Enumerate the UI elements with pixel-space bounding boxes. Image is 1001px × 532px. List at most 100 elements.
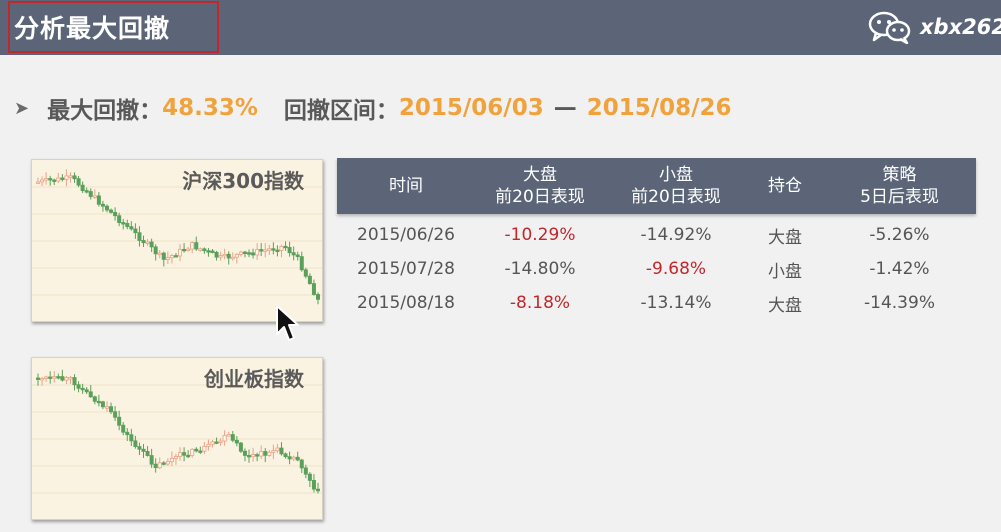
chinext-candle-body xyxy=(178,452,183,457)
hs300-candle-body xyxy=(117,215,122,223)
cell-small-cap: -14.92% xyxy=(640,225,712,245)
cell-position: 大盘 xyxy=(768,227,802,248)
cell-strategy: -5.26% xyxy=(869,225,930,245)
chinext-candle-body xyxy=(307,473,312,481)
hs300-candle-body xyxy=(80,184,85,192)
hs300-candle-body xyxy=(157,252,162,256)
chinext-candle-body xyxy=(76,384,81,389)
chinext-candle-body xyxy=(72,377,77,386)
chinext-candle-body xyxy=(226,434,231,437)
chinext-candle-body xyxy=(113,411,118,418)
hs300-candle-body xyxy=(263,249,268,252)
drawdown-range-label: 回撤区间： xyxy=(283,98,399,124)
chinext-candle-body xyxy=(157,462,162,469)
drawdown-range-start: 2015/06/03 xyxy=(398,95,544,121)
chinext-candle-body xyxy=(48,376,53,379)
hs300-candle-body xyxy=(186,248,191,251)
mouse-cursor-icon xyxy=(276,305,299,341)
hs300-candle-body xyxy=(271,248,276,251)
hs300-candle-body xyxy=(36,181,41,184)
chinext-candle-body xyxy=(68,377,73,380)
hs300-candle-body xyxy=(121,222,126,225)
cell-large-cap: -8.18% xyxy=(509,293,571,313)
chinext-candle-body xyxy=(165,461,170,465)
col-large-cap-header: 大盘 前20日表现 xyxy=(495,165,585,207)
chinext-candle-body xyxy=(303,467,308,475)
top-bar: 分析最大回撤 xbx262 xyxy=(0,0,1001,55)
chinext-candle-body xyxy=(315,488,320,492)
chinext-candle-body xyxy=(100,401,105,408)
hs300-candle-body xyxy=(275,249,280,252)
drawdown-range-dash: — xyxy=(553,95,577,121)
chinext-candle-body xyxy=(247,455,252,458)
hs300-candle-body xyxy=(283,245,288,249)
chinext-candle-body xyxy=(230,434,235,441)
hs300-candle-body xyxy=(311,283,316,295)
table-row: 2015/08/18 -8.18% -13.14% 大盘 -14.39% xyxy=(337,286,976,320)
hs300-candle-body xyxy=(173,255,178,258)
chinext-candle-body xyxy=(60,376,65,381)
chinext-candle-body xyxy=(92,396,97,402)
cell-small-cap: -9.68% xyxy=(645,259,707,279)
cell-position: 大盘 xyxy=(768,295,802,316)
hs300-candle-body xyxy=(64,175,69,180)
cell-large-cap: -14.80% xyxy=(504,259,576,279)
hs300-candle-body xyxy=(52,179,57,182)
hs300-candle-body xyxy=(60,177,65,180)
chinext-candle-body xyxy=(214,441,219,444)
chinext-candle-body xyxy=(234,439,239,444)
chinext-candle-body xyxy=(206,443,211,447)
col-date-header: 时间 xyxy=(389,176,423,196)
chinext-candle-body xyxy=(218,440,223,443)
hs300-candle-body xyxy=(68,175,73,178)
hs300-candle-body xyxy=(315,294,320,300)
hs300-candle-body xyxy=(226,253,231,259)
chinext-candle-body xyxy=(259,451,264,457)
chinext-candle-body xyxy=(255,454,260,457)
wechat-icon xyxy=(868,11,911,44)
chinext-candle-body xyxy=(291,456,296,460)
hs300-candle-body xyxy=(307,275,312,285)
hs300-candle-body xyxy=(88,191,93,197)
chinext-candle-body xyxy=(222,435,227,442)
chinext-candle-body xyxy=(137,446,142,450)
chinext-candle-body xyxy=(242,450,247,456)
chinext-candle-body xyxy=(52,376,57,379)
hs300-candle-body xyxy=(92,195,97,198)
chinext-candle-body xyxy=(161,462,166,465)
chinext-candle-body xyxy=(210,441,215,445)
chinext-candle-body xyxy=(80,387,85,391)
hs300-candle-body xyxy=(182,248,187,252)
hs300-candle-body xyxy=(109,209,114,213)
chinext-candle-body xyxy=(133,440,138,447)
hs300-candle-body xyxy=(125,222,130,228)
hs300-candle-body xyxy=(48,178,53,181)
hs300-candle-body xyxy=(113,211,118,217)
chinext-candle-body xyxy=(263,451,268,456)
hs300-candle-body xyxy=(129,226,134,230)
max-drawdown-label: 最大回撤： xyxy=(47,98,163,124)
chinext-candle-body xyxy=(194,448,199,452)
drawdown-range-end: 2015/08/26 xyxy=(586,95,732,121)
cell-small-cap: -13.14% xyxy=(640,293,712,313)
chinext-candle-body xyxy=(202,445,207,452)
hs300-candle-body xyxy=(287,247,292,254)
hs300-candle-body xyxy=(230,256,235,260)
chinext-candle-body xyxy=(121,424,126,433)
chinext-candle-body xyxy=(145,450,150,456)
hs300-candle-body xyxy=(214,251,219,258)
hs300-candle-body xyxy=(161,252,166,260)
hs300-candle-body xyxy=(206,250,211,253)
hs300-candle-body xyxy=(84,190,89,193)
chinext-candle-body xyxy=(117,416,122,426)
chinext-candle-body xyxy=(104,406,109,409)
brand-text: xbx262 xyxy=(920,15,1001,39)
cell-large-cap: -10.29% xyxy=(504,225,576,245)
page-title-box: 分析最大回撤 xyxy=(8,1,219,53)
chinext-candle-body xyxy=(64,377,69,381)
chinext-candle-body xyxy=(141,448,146,452)
chinext-candle-body xyxy=(40,378,45,381)
chinext-candle-body xyxy=(153,463,158,469)
hs300-chart: 沪深300指数 xyxy=(31,159,323,322)
hs300-candle-body xyxy=(44,178,49,181)
